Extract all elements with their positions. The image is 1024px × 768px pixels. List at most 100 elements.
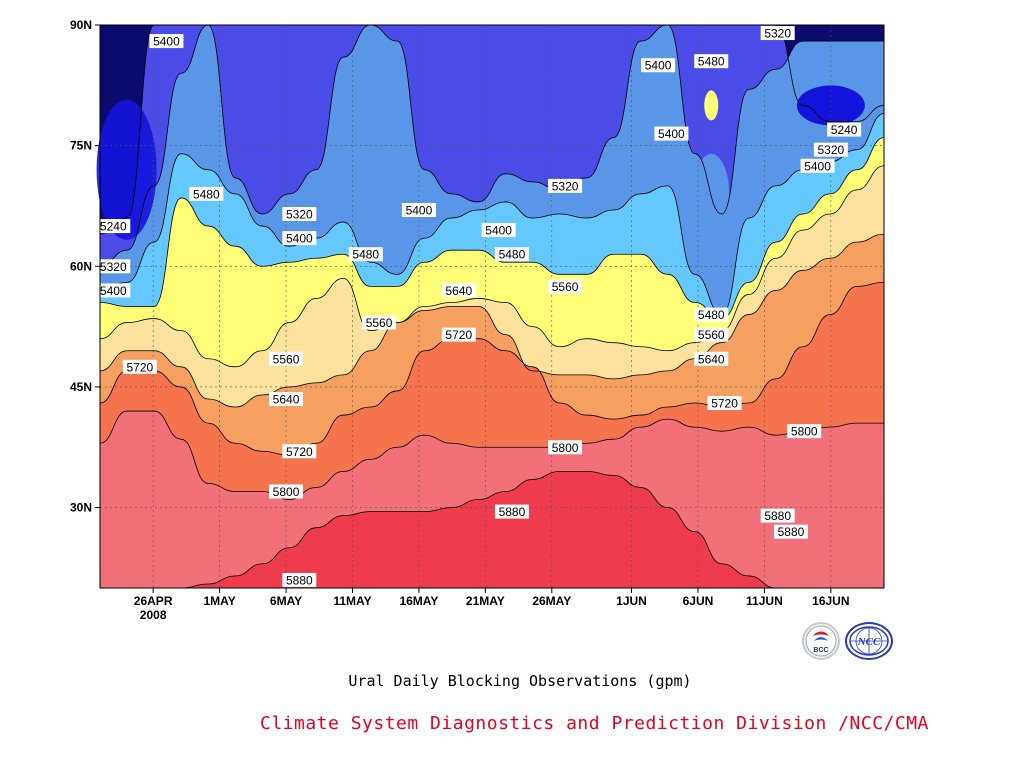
- contour-label-text: 5640: [273, 392, 300, 406]
- contour-label-text: 5720: [127, 360, 154, 374]
- chart-subtitle: Ural Daily Blocking Observations (gpm): [348, 672, 692, 690]
- contour-label-5720: 5720: [122, 359, 157, 374]
- contour-label-5400: 5400: [149, 34, 184, 49]
- contour-label-text: 5400: [406, 203, 433, 217]
- contour-label-bg: [96, 259, 131, 274]
- contour-line-5400: [99, 113, 885, 315]
- contour-label-bg: [773, 524, 808, 539]
- contour-label-bg: [282, 231, 317, 246]
- grid-lines: [100, 25, 884, 588]
- contour-label-5880: 5880: [773, 524, 808, 539]
- contour-label-bg: [694, 351, 729, 366]
- contour-label-text: 5480: [352, 248, 379, 262]
- x-year-label: 2008: [140, 608, 167, 622]
- contour-label-text: 5320: [552, 179, 579, 193]
- contour-label-bg: [548, 440, 583, 455]
- contour-label-text: 5880: [286, 573, 313, 587]
- contour-label-bg: [694, 54, 729, 69]
- band-below-5880: [100, 471, 884, 588]
- contour-label-5320: 5320: [813, 142, 848, 157]
- contour-label-5400: 5400: [641, 58, 676, 73]
- contour-label-text: 5480: [499, 248, 526, 262]
- contour-label-bg: [694, 327, 729, 342]
- contour-label-5400: 5400: [96, 283, 131, 298]
- plot-area: [96, 25, 884, 588]
- contour-label-bg: [269, 391, 304, 406]
- band-core-5480-jun: [704, 90, 719, 121]
- contour-label-bg: [269, 484, 304, 499]
- contour-label-text: 5880: [764, 509, 791, 523]
- contour-label-text: 5560: [552, 280, 579, 294]
- contour-label-text: 5320: [100, 260, 127, 274]
- contour-label-text: 5720: [711, 397, 738, 411]
- contour-label-text: 5640: [445, 284, 472, 298]
- x-tick-label: 11JUN: [746, 594, 783, 608]
- contour-label-bg: [96, 283, 131, 298]
- x-tick-label: 26APR: [134, 594, 173, 608]
- contour-label-5560: 5560: [362, 315, 397, 330]
- contour-chart: 5400 5240 5320 5400 5480 5720 5320 5400 5480 5560…: [70, 18, 885, 622]
- contour-label-text: 5480: [698, 55, 725, 69]
- contour-label-text: 5400: [286, 232, 313, 246]
- contour-label-5640: 5640: [694, 351, 729, 366]
- contour-label-5880: 5880: [282, 572, 317, 587]
- contour-line-5560: [99, 165, 885, 368]
- contour-label-text: 5800: [273, 485, 300, 499]
- x-tick-label: 1JUN: [616, 594, 647, 608]
- contour-label-bg: [282, 572, 317, 587]
- contour-label-bg: [149, 34, 184, 49]
- contour-label-bg: [813, 142, 848, 157]
- contour-label-text: 5400: [645, 59, 672, 73]
- contour-line-5720: [99, 281, 885, 456]
- contour-label-bg: [800, 158, 835, 173]
- contour-label-text: 5400: [153, 35, 180, 49]
- contour-label-bg: [348, 247, 383, 262]
- contour-label-5720: 5720: [707, 396, 742, 411]
- contour-label-text: 5560: [698, 328, 725, 342]
- contour-label-text: 5240: [100, 220, 127, 234]
- contour-label-5720: 5720: [441, 327, 476, 342]
- contour-label-text: 5320: [764, 27, 791, 41]
- contour-label-text: 5320: [286, 208, 313, 222]
- contour-label-5320: 5320: [548, 178, 583, 193]
- contour-label-text: 5320: [817, 143, 844, 157]
- contour-line-5640: [99, 233, 885, 408]
- contour-label-bg: [269, 351, 304, 366]
- contour-label-bg: [189, 186, 224, 201]
- contour-line-5480: [99, 137, 885, 319]
- contour-label-5400: 5400: [401, 202, 436, 217]
- contour-label-bg: [494, 247, 529, 262]
- contour-label-bg: [282, 444, 317, 459]
- y-axis: 30N 45N 60N 75N 90N: [70, 18, 100, 515]
- contour-label-text: 5720: [286, 445, 313, 459]
- contour-label-5400: 5400: [282, 231, 317, 246]
- contour-label-5640: 5640: [269, 391, 304, 406]
- x-tick-label: 6JUN: [683, 594, 714, 608]
- y-tick-label: 90N: [70, 18, 92, 32]
- contour-label-5480: 5480: [189, 186, 224, 201]
- contour-label-bg: [401, 202, 436, 217]
- x-tick-label: 6MAY: [270, 594, 302, 608]
- band-core-5320-jun: [693, 153, 730, 234]
- contour-label-5320: 5320: [760, 26, 795, 41]
- contour-label-5800: 5800: [548, 440, 583, 455]
- contour-line-5800: [99, 410, 884, 500]
- contour-label-bg: [122, 359, 157, 374]
- contour-label-text: 5800: [552, 441, 579, 455]
- ncc-logo-text: NCC: [857, 636, 881, 648]
- contour-label-5400: 5400: [654, 126, 689, 141]
- contour-label-5320: 5320: [282, 207, 317, 222]
- contour-label-5560: 5560: [548, 279, 583, 294]
- contour-label-bg: [282, 207, 317, 222]
- bcc-logo-text: BCC: [813, 647, 828, 654]
- contour-label-bg: [760, 508, 795, 523]
- contour-label-text: 5560: [366, 316, 393, 330]
- contour-label-text: 5400: [658, 127, 685, 141]
- x-tick-label: 21MAY: [466, 594, 505, 608]
- contour-label-bg: [827, 122, 862, 137]
- contour-label-5640: 5640: [441, 283, 476, 298]
- contour-label-bg: [707, 396, 742, 411]
- contour-label-5400: 5400: [800, 158, 835, 173]
- y-tick-label: 60N: [70, 259, 92, 273]
- contour-label-bg: [654, 126, 689, 141]
